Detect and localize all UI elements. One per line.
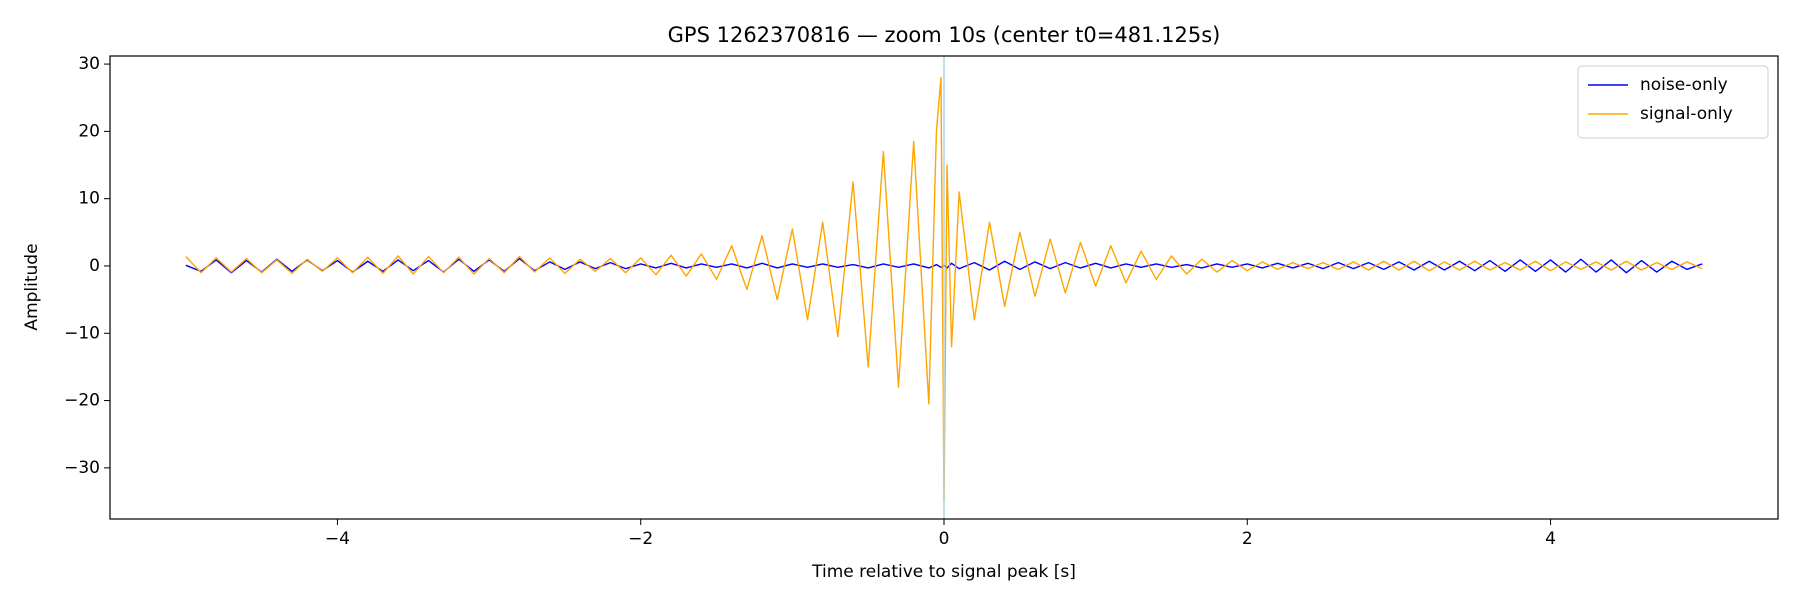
y-axis-label: Amplitude (22, 243, 42, 330)
y-tick-label: 10 (78, 189, 100, 209)
x-tick-label: 2 (1242, 529, 1253, 549)
y-tick-label: 30 (78, 54, 100, 74)
x-tick-label: −2 (628, 529, 653, 549)
x-axis-label: Time relative to signal peak [s] (811, 562, 1076, 582)
chart-title: GPS 1262370816 — zoom 10s (center t0=481… (668, 23, 1221, 47)
y-tick-label: 20 (78, 121, 100, 141)
plot-frame (109, 55, 1779, 520)
x-tick-label: 0 (939, 529, 950, 549)
legend-label: noise-only (1640, 75, 1728, 95)
y-tick-label: 0 (89, 256, 100, 276)
x-tick-label: −4 (325, 529, 350, 549)
y-tick-label: −10 (64, 323, 100, 343)
legend-box (1577, 65, 1769, 139)
x-tick-label: 4 (1545, 529, 1556, 549)
y-tick-label: −20 (64, 391, 100, 411)
y-tick-label: −30 (64, 458, 100, 478)
legend-label: signal-only (1640, 104, 1733, 124)
